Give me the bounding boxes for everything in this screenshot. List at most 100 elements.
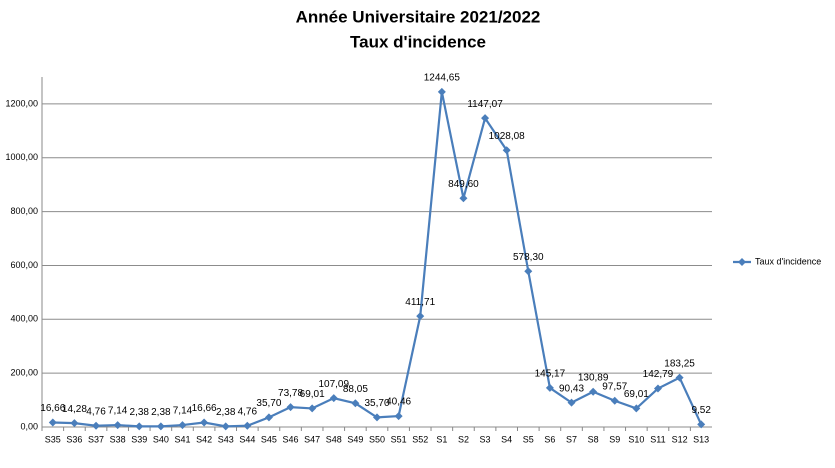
data-label: 35,70 <box>364 398 389 409</box>
x-tick-label: S47 <box>304 434 320 444</box>
y-tick-label: 1200,00 <box>5 98 38 108</box>
x-tick-label: S8 <box>588 434 599 444</box>
data-point <box>264 413 273 422</box>
y-tick-label: 600,00 <box>10 260 38 270</box>
x-tick-label: S43 <box>218 434 234 444</box>
x-tick-label: S12 <box>672 434 688 444</box>
y-tick-label: 1000,00 <box>5 152 38 162</box>
data-point <box>286 403 295 412</box>
x-tick-label: S37 <box>88 434 104 444</box>
x-tick-label: S45 <box>261 434 277 444</box>
data-label: 578,30 <box>513 252 544 263</box>
data-point <box>178 421 187 430</box>
x-tick-label: S35 <box>45 434 61 444</box>
data-label: 16,66 <box>40 403 65 414</box>
x-tick-label: S7 <box>566 434 577 444</box>
data-label: 107,09 <box>318 379 349 390</box>
data-point <box>329 394 338 403</box>
x-tick-label: S49 <box>347 434 363 444</box>
x-tick-label: S11 <box>650 434 665 444</box>
data-point <box>459 194 468 203</box>
data-label: 1244,65 <box>424 73 461 84</box>
x-tick-label: S1 <box>436 434 447 444</box>
x-tick-label: S41 <box>174 434 190 444</box>
data-label: 69,01 <box>300 389 325 400</box>
data-label: 1147,07 <box>467 99 503 110</box>
x-tick-label: S3 <box>480 434 491 444</box>
data-label: 130,89 <box>578 372 609 383</box>
data-point <box>135 422 144 431</box>
data-point <box>653 384 662 393</box>
data-label: 88,05 <box>343 384 368 395</box>
data-label: 9,52 <box>691 405 711 416</box>
legend-marker <box>738 258 746 266</box>
y-tick-label: 400,00 <box>10 314 38 324</box>
x-tick-label: S39 <box>131 434 147 444</box>
data-point <box>373 413 381 422</box>
data-label: 2,38 <box>151 407 171 418</box>
data-label: 69,01 <box>624 389 649 400</box>
data-label: 7,14 <box>108 406 128 417</box>
x-tick-label: S48 <box>326 434 342 444</box>
data-point <box>697 420 706 429</box>
data-label: 35,70 <box>256 398 281 409</box>
x-tick-label: S40 <box>153 434 169 444</box>
y-tick-label: 0,00 <box>20 421 38 431</box>
data-point <box>221 422 230 431</box>
data-point <box>394 412 403 421</box>
data-point <box>610 396 619 405</box>
y-tick-label: 800,00 <box>10 206 38 216</box>
x-tick-label: S4 <box>501 434 512 444</box>
x-tick-label: S46 <box>283 434 299 444</box>
x-tick-label: S6 <box>544 434 555 444</box>
data-label: 849,60 <box>448 179 479 190</box>
x-tick-label: S9 <box>609 434 620 444</box>
data-point <box>308 404 317 413</box>
x-tick-label: S38 <box>110 434 126 444</box>
data-point <box>156 422 165 431</box>
data-point <box>70 419 79 428</box>
data-label: 7,14 <box>173 406 193 417</box>
data-point <box>92 421 101 430</box>
data-point <box>589 387 598 396</box>
data-label: 4,76 <box>86 406 106 417</box>
y-tick-label: 200,00 <box>10 368 38 378</box>
data-label: 4,76 <box>238 406 258 417</box>
data-point <box>351 399 360 408</box>
data-point <box>524 267 533 276</box>
data-label: 145,17 <box>535 369 566 380</box>
data-point <box>545 383 554 392</box>
data-label: 2,38 <box>130 407 150 418</box>
data-point <box>48 418 57 427</box>
chart-subtitle: Taux d'incidence <box>350 32 486 51</box>
data-label: 14,28 <box>62 404 87 415</box>
legend-label: Taux d'incidence <box>755 256 821 266</box>
data-point <box>113 421 122 430</box>
x-tick-label: S44 <box>239 434 255 444</box>
x-tick-label: S50 <box>369 434 385 444</box>
x-tick-label: S10 <box>628 434 644 444</box>
data-point <box>502 146 511 155</box>
data-point <box>567 398 576 407</box>
data-label: 97,57 <box>602 381 627 392</box>
data-point <box>675 373 684 382</box>
data-label: 1028,08 <box>489 131 526 142</box>
chart-title: Année Universitaire 2021/2022 <box>296 7 541 26</box>
data-label: 2,38 <box>216 407 236 418</box>
data-point <box>632 404 641 413</box>
data-point <box>481 114 490 123</box>
x-tick-label: S51 <box>391 434 407 444</box>
data-label: 183,25 <box>664 358 695 369</box>
data-label: 40,46 <box>386 397 411 408</box>
x-tick-label: S2 <box>458 434 469 444</box>
data-label: 73,78 <box>278 388 303 399</box>
x-tick-label: S5 <box>523 434 534 444</box>
data-label: 16,66 <box>192 403 217 414</box>
x-tick-label: S13 <box>693 434 709 444</box>
data-point <box>200 418 209 427</box>
x-tick-label: S42 <box>196 434 212 444</box>
data-label: 142,79 <box>643 369 674 380</box>
x-tick-label: S36 <box>66 434 82 444</box>
data-label: 411,71 <box>405 297 435 308</box>
